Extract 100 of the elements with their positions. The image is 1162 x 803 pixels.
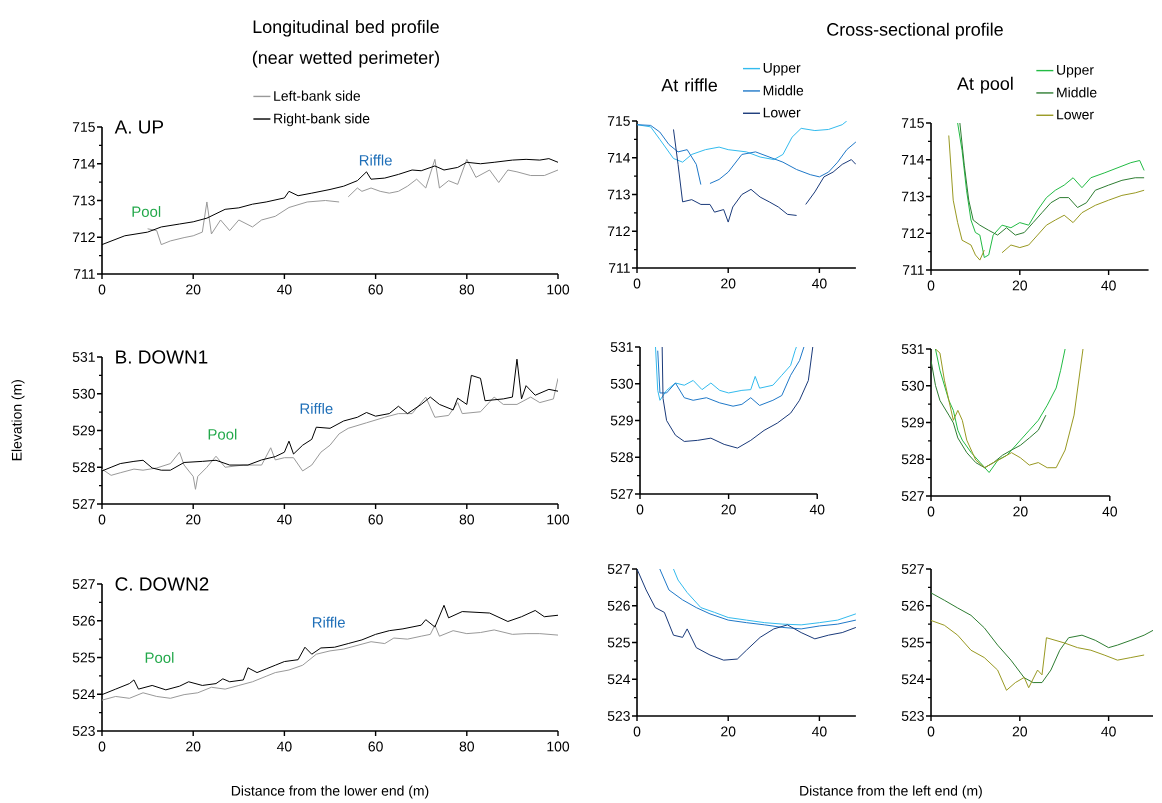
annotation: Riffle bbox=[312, 616, 345, 628]
y-tick-label: 524 bbox=[72, 689, 96, 700]
x-tick-label: 100 bbox=[547, 284, 570, 295]
y-tick-label: 527 bbox=[901, 564, 924, 574]
x-tick-label: 0 bbox=[927, 726, 935, 737]
y-tick-label: 525 bbox=[901, 637, 924, 648]
legend-label: Upper bbox=[1057, 65, 1094, 78]
x-tick-label: 0 bbox=[633, 726, 641, 737]
line-series bbox=[931, 359, 1047, 469]
y-tick-label: 529 bbox=[72, 425, 95, 436]
line-series bbox=[959, 123, 1145, 236]
x-tick-label: 0 bbox=[98, 741, 106, 752]
chart-title: At pool bbox=[957, 76, 1013, 94]
line-series bbox=[637, 569, 856, 661]
y-tick-label: 527 bbox=[610, 489, 633, 499]
y-tick-label: 526 bbox=[607, 600, 630, 611]
x-tick-label: 20 bbox=[721, 504, 736, 515]
annotation: Pool bbox=[208, 428, 237, 440]
y-tick-label: 524 bbox=[607, 674, 631, 685]
y-axis-title: Elevation (m) bbox=[11, 380, 25, 461]
legend-label: Right-bank side bbox=[274, 113, 370, 127]
y-tick-label: 526 bbox=[72, 615, 95, 626]
x-tick-label: 20 bbox=[721, 278, 736, 289]
y-tick-label: 530 bbox=[72, 388, 95, 399]
x-tick-label: 80 bbox=[459, 514, 475, 525]
chart-title: At riffle bbox=[661, 78, 717, 92]
x-tick-label: 80 bbox=[459, 741, 475, 752]
y-tick-label: 531 bbox=[610, 342, 633, 352]
x-tick-label: 20 bbox=[721, 726, 736, 737]
x-tick-label: 100 bbox=[547, 514, 570, 525]
y-tick-label: 712 bbox=[72, 232, 95, 243]
x-tick-label: 0 bbox=[927, 506, 935, 517]
text: Cross-sectional profile bbox=[827, 22, 1003, 40]
x-tick-label: 100 bbox=[547, 741, 570, 752]
chart-title: Longitudinal bed profile (near wetted perimeter) bbox=[252, 19, 439, 68]
y-tick-label: 714 bbox=[607, 152, 631, 163]
x-tick-label: 40 bbox=[276, 514, 292, 525]
x-tick-label: 20 bbox=[186, 514, 201, 525]
x-tick-label: 40 bbox=[811, 278, 827, 289]
x-tick-label: 60 bbox=[368, 741, 383, 752]
y-tick-label: 714 bbox=[901, 154, 925, 165]
y-tick-label: 712 bbox=[901, 228, 924, 239]
x-tick-label: 0 bbox=[636, 504, 644, 515]
x-tick-label: 40 bbox=[809, 504, 825, 515]
x-tick-label: 20 bbox=[1012, 726, 1028, 737]
y-tick-label: 712 bbox=[607, 226, 630, 237]
x-axis-title: Distance from the left end (m) bbox=[800, 785, 982, 799]
x-tick-label: 20 bbox=[1012, 280, 1028, 291]
y-tick-label: 529 bbox=[901, 417, 924, 428]
annotation: Riffle bbox=[300, 402, 333, 414]
x-tick-label: 0 bbox=[633, 278, 641, 289]
y-tick-label: 526 bbox=[901, 600, 924, 611]
y-tick-label: 714 bbox=[72, 158, 96, 169]
annotation: Pool bbox=[145, 652, 174, 663]
y-tick-label: 713 bbox=[901, 191, 924, 202]
x-tick-label: 40 bbox=[811, 726, 827, 737]
y-tick-label: 528 bbox=[72, 462, 95, 473]
x-tick-label: 20 bbox=[1013, 506, 1028, 517]
y-tick-label: 527 bbox=[72, 499, 95, 509]
x-tick-label: 0 bbox=[927, 280, 935, 291]
y-tick-label: 524 bbox=[901, 674, 925, 685]
x-axis-title: Distance from the lower end (m) bbox=[231, 785, 429, 799]
y-tick-label: 527 bbox=[607, 564, 630, 574]
line-series bbox=[637, 121, 848, 163]
y-tick-label: 529 bbox=[610, 415, 633, 426]
annotation: Riffle bbox=[359, 154, 392, 166]
line-series bbox=[102, 377, 558, 490]
x-tick-label: 40 bbox=[1102, 506, 1118, 517]
y-tick-label: 715 bbox=[72, 122, 95, 132]
x-tick-label: 40 bbox=[276, 284, 292, 295]
y-tick-label: 713 bbox=[607, 189, 630, 200]
y-tick-label: 530 bbox=[901, 380, 924, 391]
y-tick-label: 711 bbox=[608, 263, 630, 273]
y-tick-label: 528 bbox=[610, 452, 633, 463]
y-tick-label: 531 bbox=[72, 352, 95, 362]
y-tick-label: 527 bbox=[901, 491, 924, 501]
x-tick-label: 40 bbox=[1101, 280, 1116, 291]
chart-subtitle: A. UP bbox=[114, 120, 164, 134]
y-tick-label: 525 bbox=[607, 637, 630, 648]
y-tick-label: 528 bbox=[901, 454, 924, 465]
x-tick-label: 20 bbox=[186, 741, 201, 752]
legend-label: Upper bbox=[763, 63, 801, 76]
y-tick-label: 523 bbox=[901, 711, 924, 721]
y-tick-label: 525 bbox=[72, 652, 95, 663]
chart-subtitle: C. DOWN2 bbox=[115, 577, 209, 591]
x-tick-label: 20 bbox=[186, 284, 201, 295]
line-series bbox=[661, 347, 814, 449]
x-tick-label: 0 bbox=[98, 284, 106, 295]
y-tick-label: 527 bbox=[72, 579, 95, 589]
line-series bbox=[931, 592, 1154, 684]
legend-label: Middle bbox=[1057, 87, 1097, 98]
legend-label: Lower bbox=[763, 107, 801, 118]
x-tick-label: 60 bbox=[368, 284, 383, 295]
annotation: Pool bbox=[132, 206, 161, 218]
y-tick-label: 715 bbox=[901, 118, 924, 128]
y-tick-label: 711 bbox=[73, 269, 95, 279]
x-tick-label: 60 bbox=[368, 514, 383, 525]
y-tick-label: 523 bbox=[72, 726, 95, 736]
chart-subtitle: B. DOWN1 bbox=[116, 350, 208, 364]
line-series bbox=[655, 347, 797, 401]
